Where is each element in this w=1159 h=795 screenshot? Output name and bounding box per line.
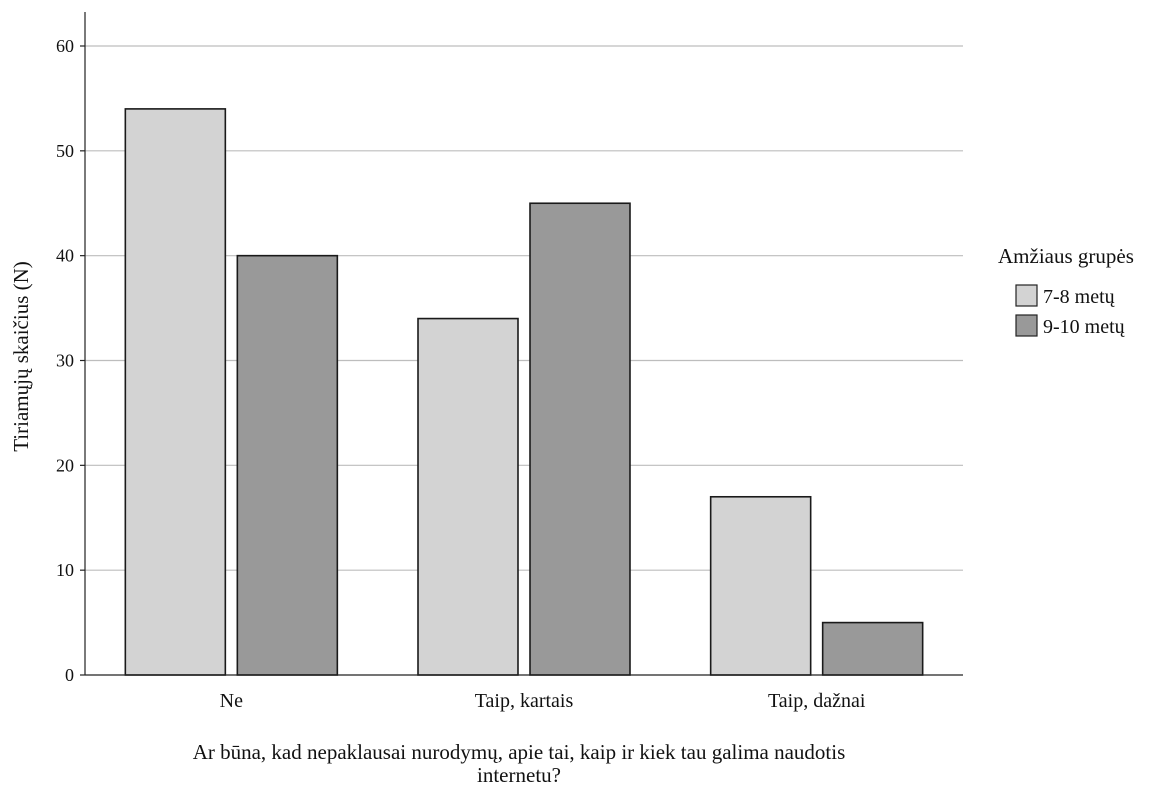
gridlines	[80, 45, 963, 676]
x-tick-label-1: Taip, kartais	[475, 690, 574, 712]
legend: Amžiaus grupės 7-8 metų 9-10 metų	[998, 244, 1134, 338]
y-tick-label-50: 50	[56, 141, 74, 161]
legend-label-9-10: 9-10 metų	[1043, 316, 1126, 338]
y-tick-label-10: 10	[56, 560, 74, 580]
bar-2-series-1	[821, 621, 924, 676]
y-tick-label-20: 20	[56, 455, 74, 475]
bar-1-series-1	[529, 202, 631, 676]
y-tick-label-0: 0	[65, 665, 74, 685]
x-tick-label-0: Ne	[220, 690, 243, 712]
bar-0-series-0	[124, 108, 227, 676]
y-tick-label-30: 30	[56, 351, 74, 371]
legend-swatch-7-8	[1015, 284, 1038, 307]
y-tick-label-60: 60	[56, 36, 74, 56]
y-axis-title: Tiriamųjų skaičius (N)	[9, 261, 33, 452]
bars	[124, 108, 924, 676]
x-axis-title-line-1: Ar būna, kad nepaklausai nurodymų, apie …	[193, 740, 846, 764]
x-tick-labels: Ne Taip, kartais Taip, dažnai	[220, 690, 866, 712]
legend-swatch-9-10	[1015, 314, 1038, 337]
bar-1-series-0	[417, 317, 519, 676]
x-tick-label-2: Taip, dažnai	[768, 690, 866, 712]
bar-2-series-0	[709, 495, 812, 676]
legend-title: Amžiaus grupės	[998, 244, 1134, 268]
legend-label-7-8: 7-8 metų	[1043, 286, 1116, 308]
axes	[84, 12, 963, 676]
y-tick-label-40: 40	[56, 246, 74, 266]
bar-0-series-1	[236, 254, 339, 676]
x-axis-title-line-2: internetu?	[477, 763, 561, 787]
y-tick-labels: 0 10 20 30 40 50 60	[56, 36, 74, 685]
